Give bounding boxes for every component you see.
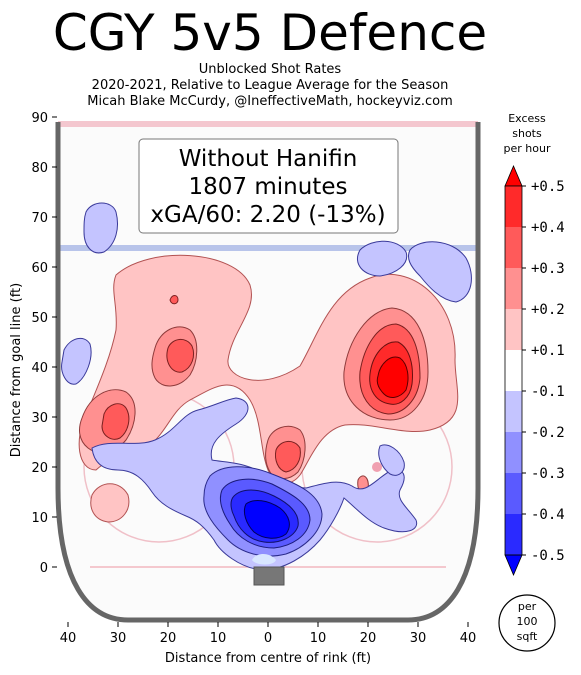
y-tick-label: 10 [31,511,48,526]
colorbar-label: +0.5 [531,179,565,195]
colorbar: Excess shots per hour +0.5 +0.4 +0.3 +0.2 +0… [504,112,565,577]
x-tick-label: 40 [60,631,77,646]
x-tick-label: 10 [310,631,327,646]
rink-boards [55,122,481,623]
x-tick-label: 20 [360,631,377,646]
unit-line-1: per [518,600,537,613]
blue-line [58,245,478,251]
x-tick-label: 40 [460,631,477,646]
y-tick-label: 70 [31,211,48,226]
colorbar-segment [505,268,522,309]
goal-net [253,566,285,586]
chart-title: CGY 5v5 Defence [52,4,488,62]
positive-region-upper [78,254,459,484]
y-axis-label: Distance from goal line (ft) [9,283,24,457]
colorbar-segment [505,309,522,350]
y-tick-label: 80 [31,161,48,176]
x-axis: 40 30 20 10 0 10 20 30 40 [60,622,477,646]
x-tick-label: 20 [160,631,177,646]
colorbar-segment [505,391,522,432]
colorbar-extend-bottom [504,554,523,577]
colorbar-label: +0.1 [531,343,565,359]
positive-region-lower-left [90,483,130,523]
heatmap-regions [61,202,472,571]
y-tick-label: 30 [31,411,48,426]
colorbar-label: -0.1 [531,384,565,400]
colorbar-title-3: per hour [504,142,551,155]
colorbar-label: +0.2 [531,302,565,318]
annotation-line-3: xGA/60: 2.20 (-13%) [150,202,385,228]
y-tick-label: 40 [31,361,48,376]
colorbar-extend-top [504,164,523,187]
x-tick-label: 10 [210,631,227,646]
colorbar-title-1: Excess [508,112,546,125]
y-tick-label: 90 [31,111,48,126]
negative-region-upper-right [357,240,408,277]
y-tick-label: 50 [31,311,48,326]
colorbar-segment [505,473,522,514]
x-tick-label: 30 [410,631,427,646]
x-axis-label: Distance from centre of rink (ft) [165,651,371,666]
colorbar-segment [505,514,522,555]
unit-line-2: 100 [517,615,538,628]
annotation-line-1: Without Hanifin [179,146,358,172]
y-tick-label: 20 [31,461,48,476]
colorbar-label: -0.4 [531,507,565,523]
subtitle-line-1: Unblocked Shot Rates [198,62,342,77]
x-tick-label: 0 [264,631,272,646]
colorbar-label: +0.3 [531,261,565,277]
area-unit-badge: per 100 sqft [498,594,556,652]
colorbar-label: -0.2 [531,425,565,441]
colorbar-label: +0.4 [531,220,565,236]
annotation-line-2: 1807 minutes [189,174,348,200]
colorbar-title-2: shots [512,127,542,140]
x-tick-label: 30 [110,631,127,646]
y-axis: 0 10 20 30 40 50 60 70 80 90 [31,111,57,576]
y-tick-label: 60 [31,261,48,276]
colorbar-segment [505,350,522,391]
colorbar-label: -0.5 [531,548,565,564]
centre-red-line [58,121,478,127]
subtitle-line-3: Micah Blake McCurdy, @IneffectiveMath, h… [87,94,453,109]
colorbar-segment [505,227,522,268]
y-tick-label: 0 [40,561,48,576]
annotation-box: Without Hanifin 1807 minutes xGA/60: 2.2… [138,138,399,234]
colorbar-segment [505,432,522,473]
subtitle-line-2: 2020-2021, Relative to League Average fo… [91,78,449,93]
colorbar-label: -0.3 [531,466,565,482]
colorbar-segment [505,186,522,227]
unit-line-3: sqft [517,630,538,643]
negative-region-upper-left [83,202,118,254]
